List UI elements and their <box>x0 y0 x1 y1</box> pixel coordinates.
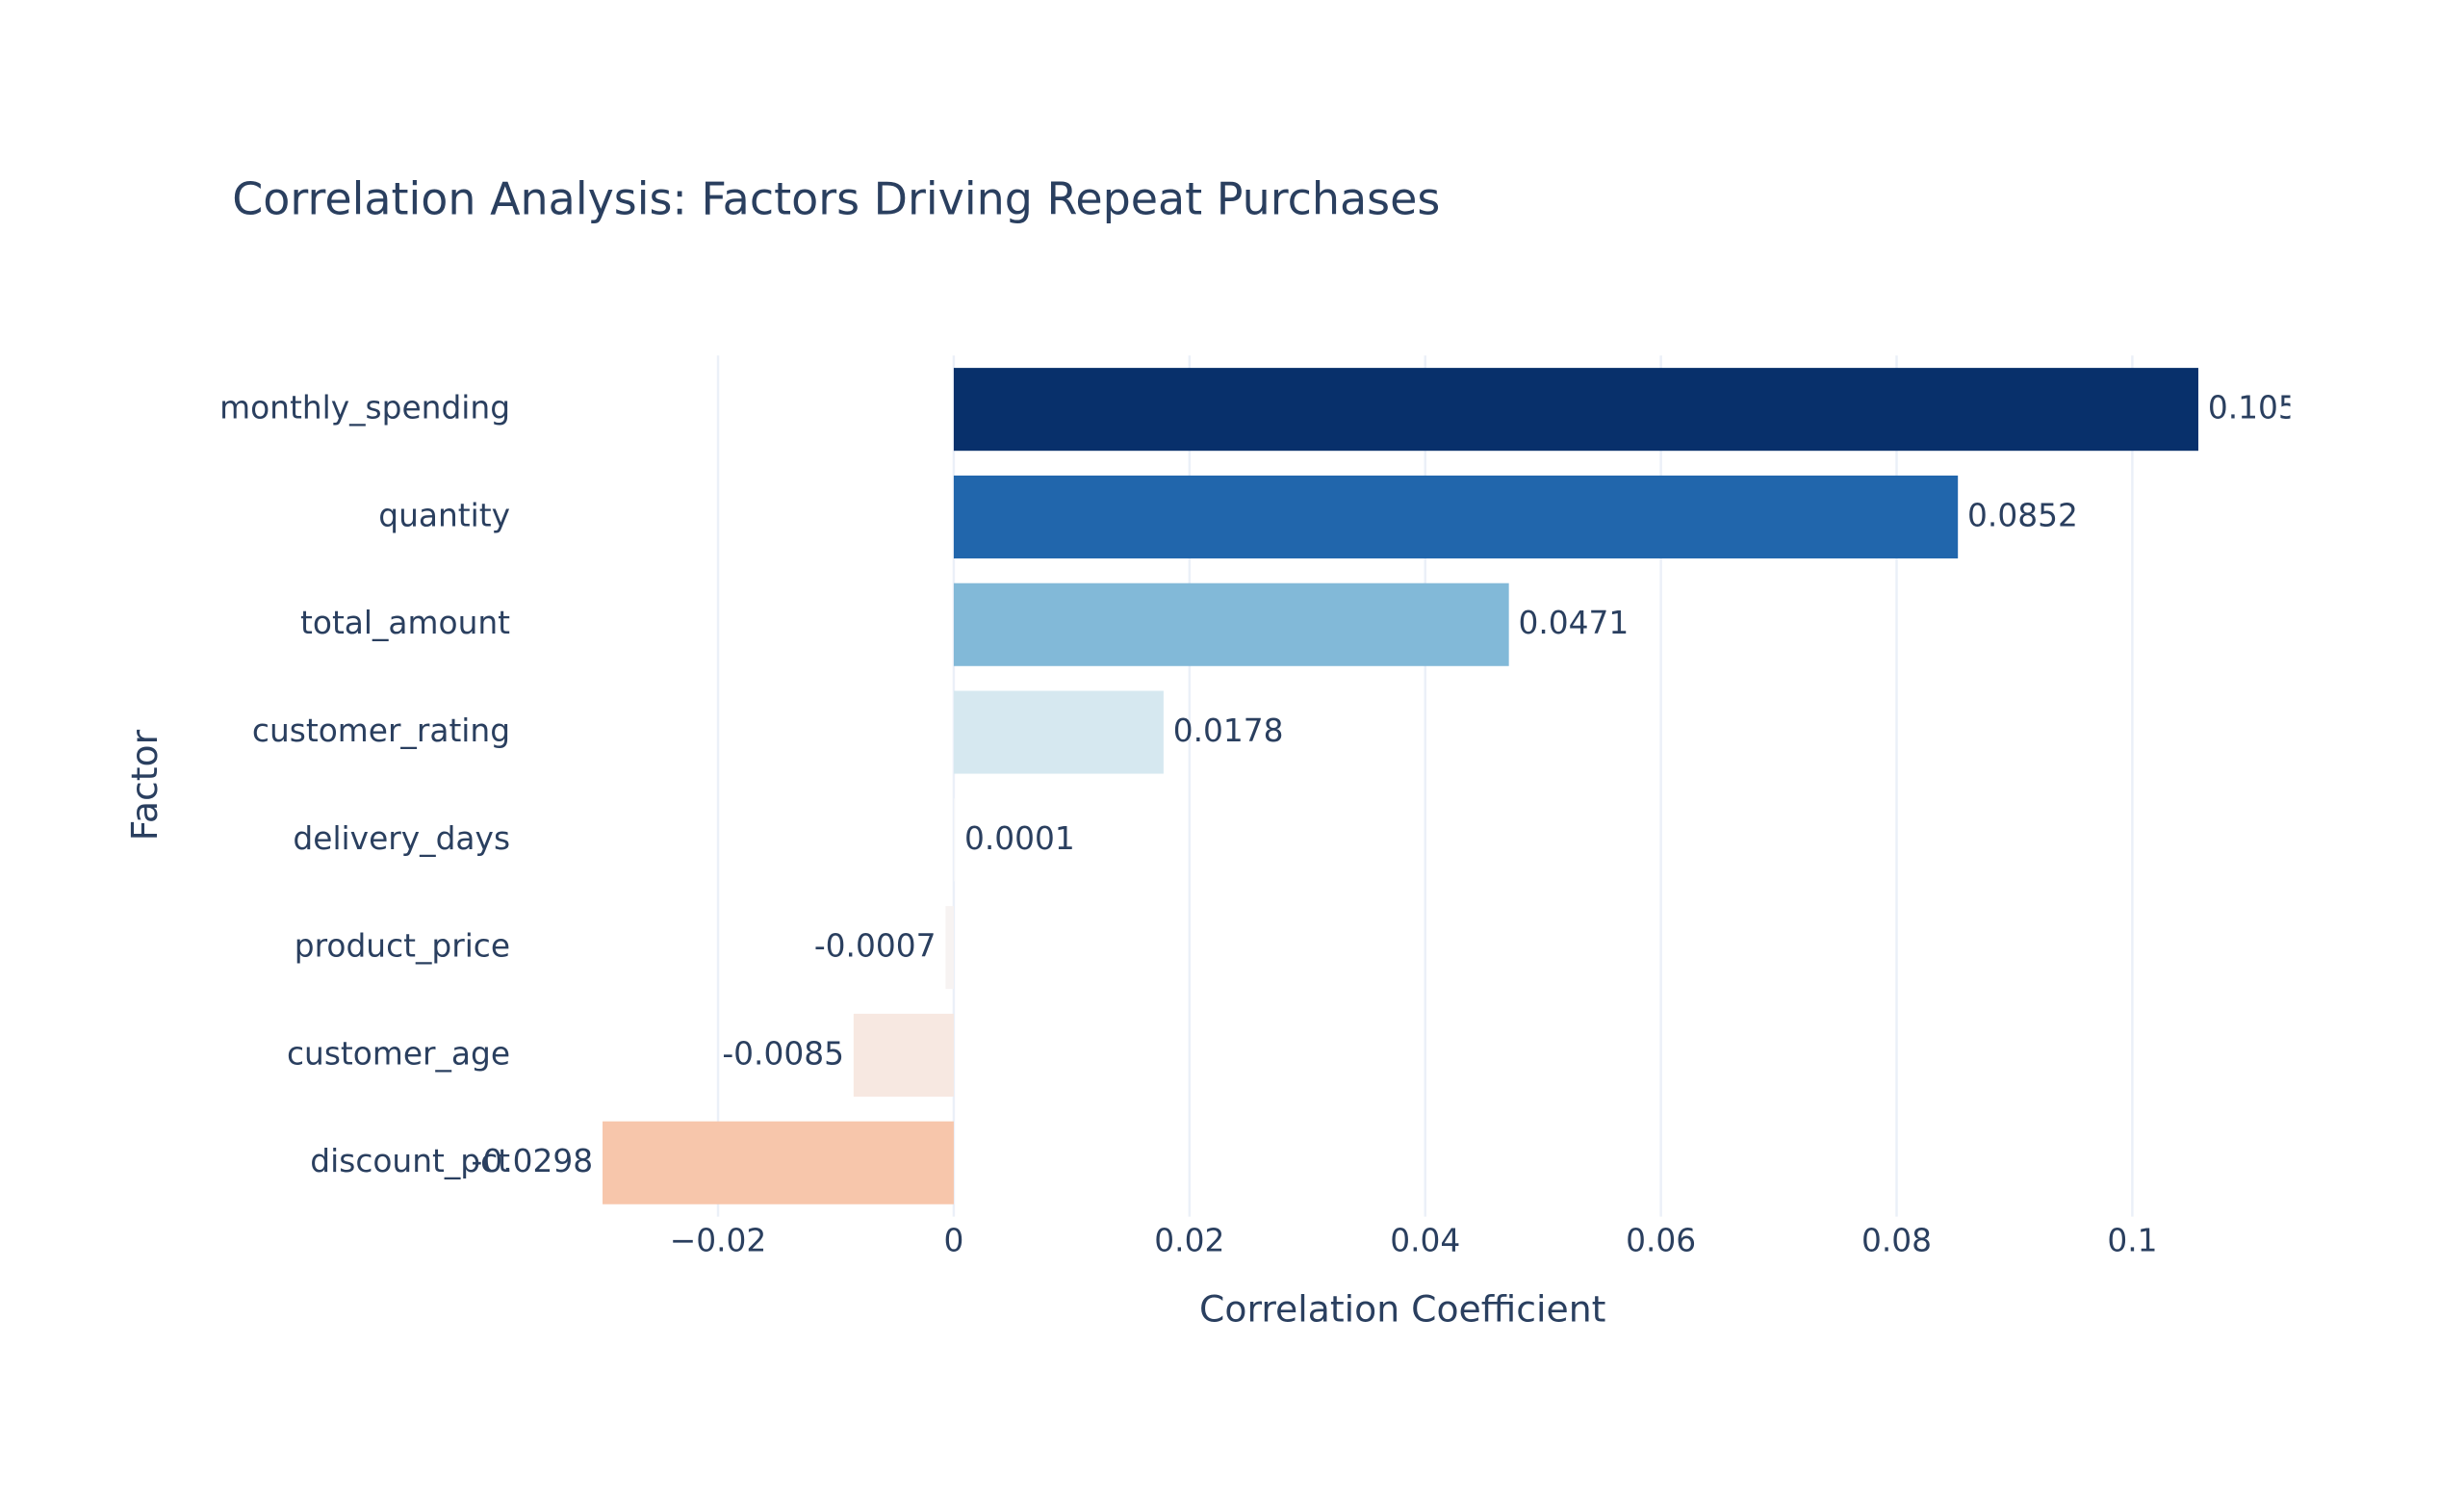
value-label: 0.0178 <box>1173 712 1284 749</box>
bar <box>853 1013 954 1097</box>
x-tick-label: 0.04 <box>1390 1222 1460 1258</box>
bar <box>953 368 2198 452</box>
x-tick-label: 0.08 <box>1861 1222 1932 1258</box>
y-tick-label: quantity <box>378 497 510 533</box>
y-tick-label: total_amount <box>300 605 510 641</box>
y-tick-label: customer_rating <box>252 712 510 749</box>
value-label: -0.0007 <box>814 928 937 965</box>
bar <box>953 583 1509 666</box>
x-tick-label: 0.02 <box>1154 1222 1224 1258</box>
x-tick-label: 0.06 <box>1626 1222 1696 1258</box>
bar <box>945 906 954 990</box>
y-tick-label: customer_age <box>287 1035 510 1072</box>
value-label: -0.0085 <box>722 1035 844 1072</box>
x-tick-label: −0.02 <box>670 1222 767 1258</box>
value-label: 0.0471 <box>1519 605 1630 641</box>
x-axis-title: Correlation Coefficient <box>1199 1288 1605 1331</box>
x-tick-label: 0 <box>943 1222 963 1258</box>
y-tick-label: delivery_days <box>293 820 510 857</box>
bar <box>953 690 1164 774</box>
bar <box>953 798 956 882</box>
bar <box>603 1121 954 1204</box>
y-tick-label: monthly_spending <box>219 390 510 427</box>
bars: 0.1056 0.0852 0.0471 0.0178 0.0001 -0.0007 -0.… <box>472 368 2319 1204</box>
value-label: -0.0298 <box>472 1143 594 1179</box>
y-axis-title: Factor <box>123 729 166 841</box>
y-tick-label: discount_pct <box>310 1143 510 1179</box>
chart-title: Correlation Analysis: Factors Driving Re… <box>232 173 1440 225</box>
value-label: 0.0001 <box>964 820 1075 857</box>
value-label: 0.1056 <box>2208 390 2319 427</box>
y-tick-label: product_price <box>295 928 510 965</box>
bar <box>953 475 1959 558</box>
value-label: 0.0852 <box>1967 497 2078 533</box>
x-tick-label: 0.1 <box>2107 1222 2157 1258</box>
